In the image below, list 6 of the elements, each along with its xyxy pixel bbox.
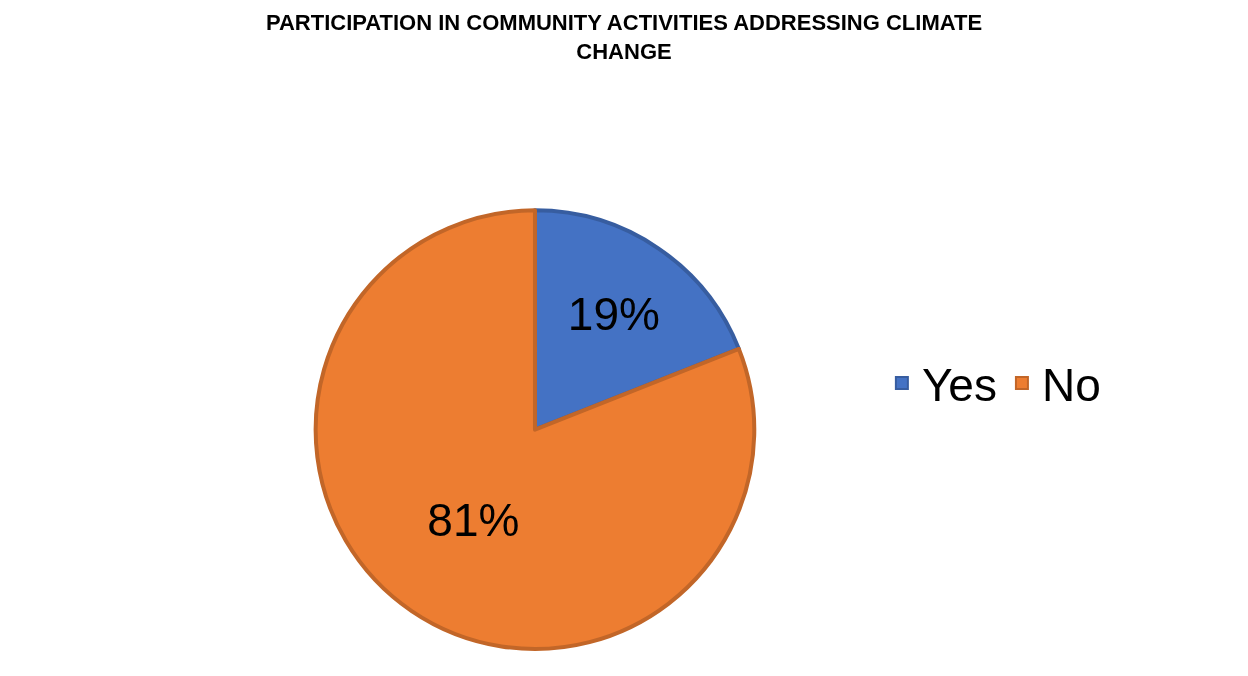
data-label: 81% [427,494,520,547]
chart-title: PARTICIPATION IN COMMUNITY ACTIVITIES ADDRESSING CLIMATE CHANGE [265,10,983,65]
legend-label: No [1041,358,1101,411]
data-label: 19% [567,287,660,340]
legend-label: Yes [921,358,997,411]
pie-slice [313,208,757,651]
